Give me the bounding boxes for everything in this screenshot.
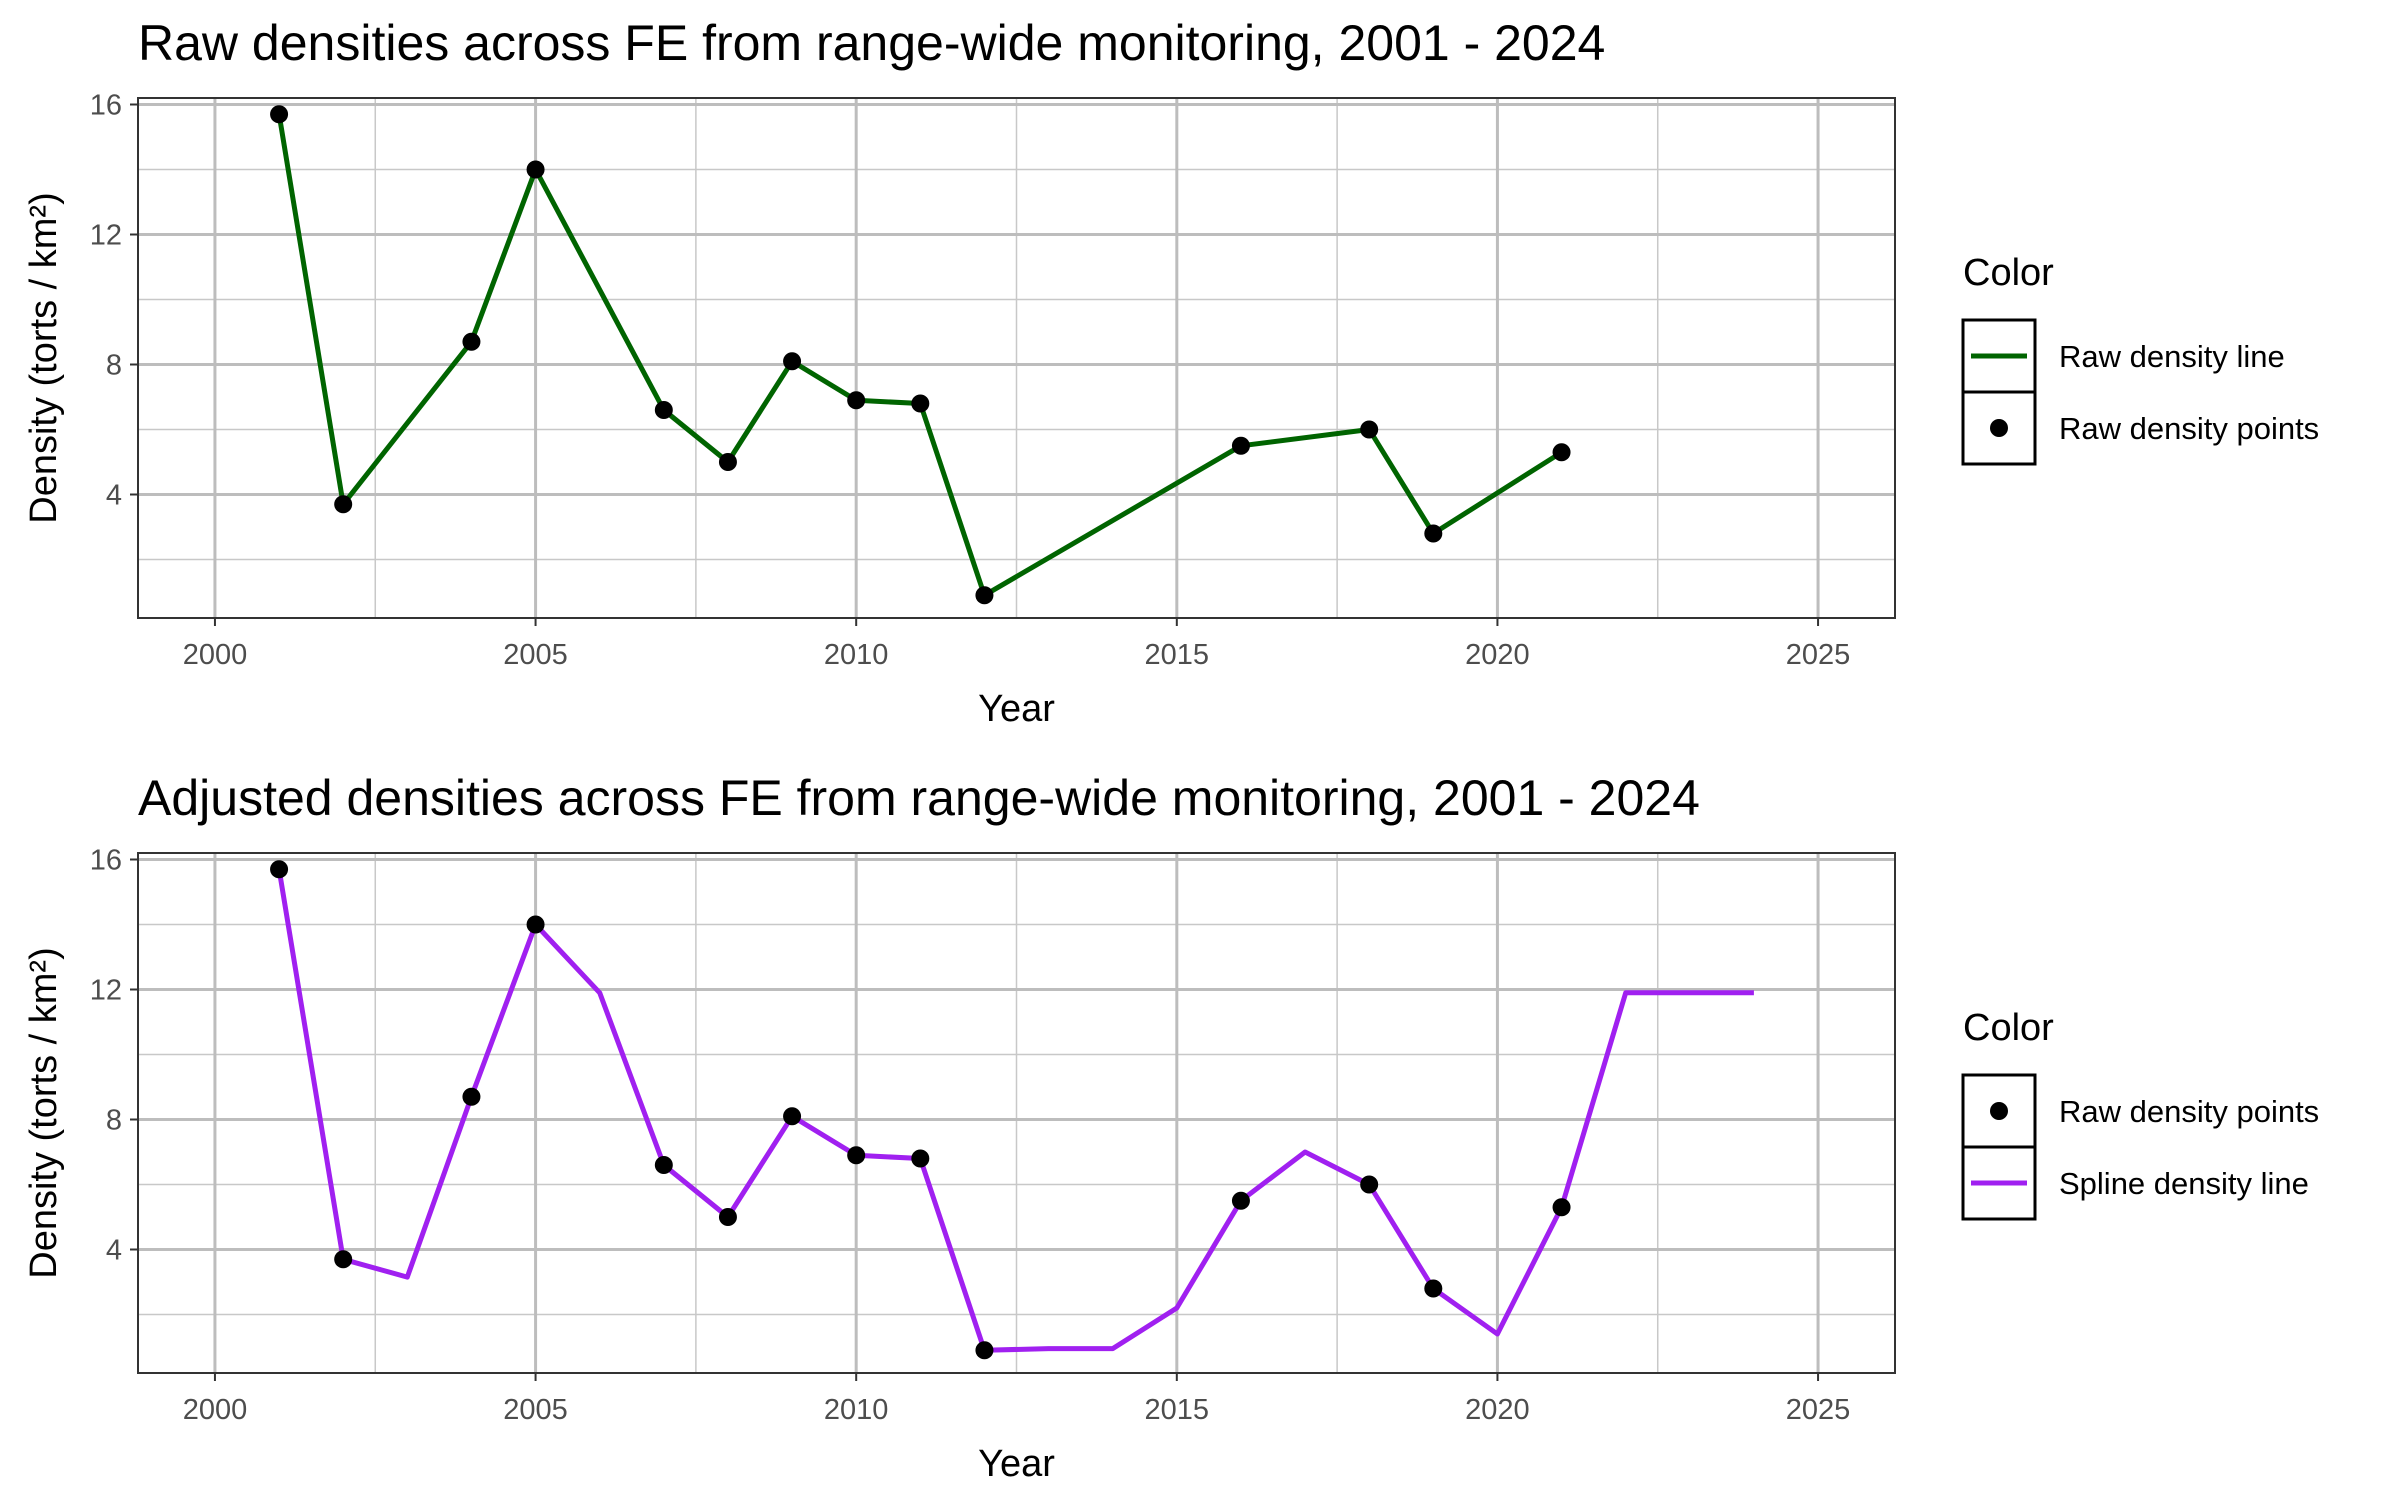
- legend-label: Raw density line: [2059, 339, 2285, 374]
- x-tick-label: 2020: [1465, 1394, 1530, 1426]
- data-point: [783, 1107, 802, 1126]
- y-tick-label: 4: [106, 480, 122, 512]
- series-points-raw-density-points: [270, 860, 1571, 1360]
- legend: Color Raw density line Raw density points: [1961, 252, 2319, 466]
- legend-label: Spline density line: [2059, 1166, 2309, 1201]
- data-point: [462, 1087, 481, 1106]
- data-point: [847, 391, 866, 410]
- data-point: [718, 453, 737, 471]
- legend: Color Raw density points Spline density li…: [1961, 1007, 2319, 1221]
- data-point: [270, 105, 289, 124]
- data-point: [526, 915, 545, 934]
- plot-border: [137, 852, 1896, 1374]
- legend-title: Color: [1963, 252, 2054, 294]
- y-tick-label: 8: [106, 350, 122, 382]
- grid-lines: [138, 853, 1895, 1373]
- legend-title: Color: [1963, 1007, 2054, 1049]
- y-tick-label: 12: [90, 975, 122, 1007]
- series-line-spline-density-line: [276, 868, 1754, 1353]
- y-tick-label: 16: [90, 845, 122, 877]
- data-point: [975, 586, 994, 605]
- x-tick-label: 2005: [503, 1394, 568, 1426]
- legend-point-swatch: [1990, 419, 2008, 437]
- y-tick-label: 12: [90, 220, 122, 252]
- data-point: [334, 495, 353, 514]
- y-tick-label: 8: [106, 1105, 122, 1137]
- legend-label: Raw density points: [2059, 1094, 2319, 1129]
- x-tick-label: 2005: [503, 639, 568, 671]
- y-axis-title: Density (torts / km²): [23, 947, 65, 1278]
- y-tick-label: 16: [90, 90, 122, 122]
- y-tick-label: 4: [106, 1235, 122, 1267]
- data-point: [1231, 436, 1250, 455]
- data-point: [654, 401, 673, 419]
- legend-point-swatch: [1990, 1102, 2008, 1120]
- data-point: [847, 1146, 866, 1165]
- data-point: [1552, 1198, 1571, 1217]
- x-tick-label: 2010: [824, 1394, 889, 1426]
- chart-title: Adjusted densities across FE from range-…: [138, 770, 1700, 826]
- grid-lines: [138, 98, 1895, 618]
- chart-panel-2: Adjusted densities across FE from range-…: [23, 770, 2319, 1485]
- data-point: [270, 860, 289, 879]
- data-point: [334, 1250, 353, 1269]
- x-tick-label: 2010: [824, 639, 889, 671]
- x-tick-label: 2025: [1786, 1394, 1851, 1426]
- chart-panel-1: Raw densities across FE from range-wide …: [23, 15, 2319, 730]
- data-point: [975, 1341, 994, 1360]
- data-point: [1424, 524, 1443, 543]
- data-point: [911, 394, 930, 413]
- legend-item: Raw density line: [1961, 318, 2285, 394]
- x-tick-label: 2020: [1465, 639, 1530, 671]
- data-point: [526, 160, 545, 179]
- x-tick-label: 2015: [1145, 639, 1210, 671]
- data-point: [1231, 1191, 1250, 1210]
- x-axis-title: Year: [978, 1443, 1055, 1485]
- legend-item: Spline density line: [1961, 1145, 2309, 1221]
- data-point: [718, 1208, 737, 1226]
- data-point: [1360, 1175, 1379, 1194]
- legend-label: Raw density points: [2059, 411, 2319, 446]
- x-tick-label: 2015: [1145, 1394, 1210, 1426]
- legend-item: Raw density points: [1961, 390, 2319, 466]
- data-point: [654, 1156, 673, 1174]
- series-points-raw-density-points: [270, 105, 1571, 605]
- x-tick-label: 2000: [183, 639, 248, 671]
- data-point: [462, 332, 481, 351]
- series-line-raw-density-line: [276, 113, 1563, 598]
- data-point: [1360, 420, 1379, 439]
- x-tick-label: 2025: [1786, 639, 1851, 671]
- plot-border: [137, 97, 1896, 619]
- chart-title: Raw densities across FE from range-wide …: [138, 15, 1605, 71]
- data-point: [911, 1149, 930, 1168]
- y-axis-title: Density (torts / km²): [23, 192, 65, 523]
- legend-item: Raw density points: [1961, 1073, 2319, 1149]
- x-axis-title: Year: [978, 688, 1055, 730]
- x-tick-label: 2000: [183, 1394, 248, 1426]
- data-point: [1424, 1279, 1443, 1298]
- data-point: [783, 352, 802, 371]
- data-point: [1552, 443, 1571, 462]
